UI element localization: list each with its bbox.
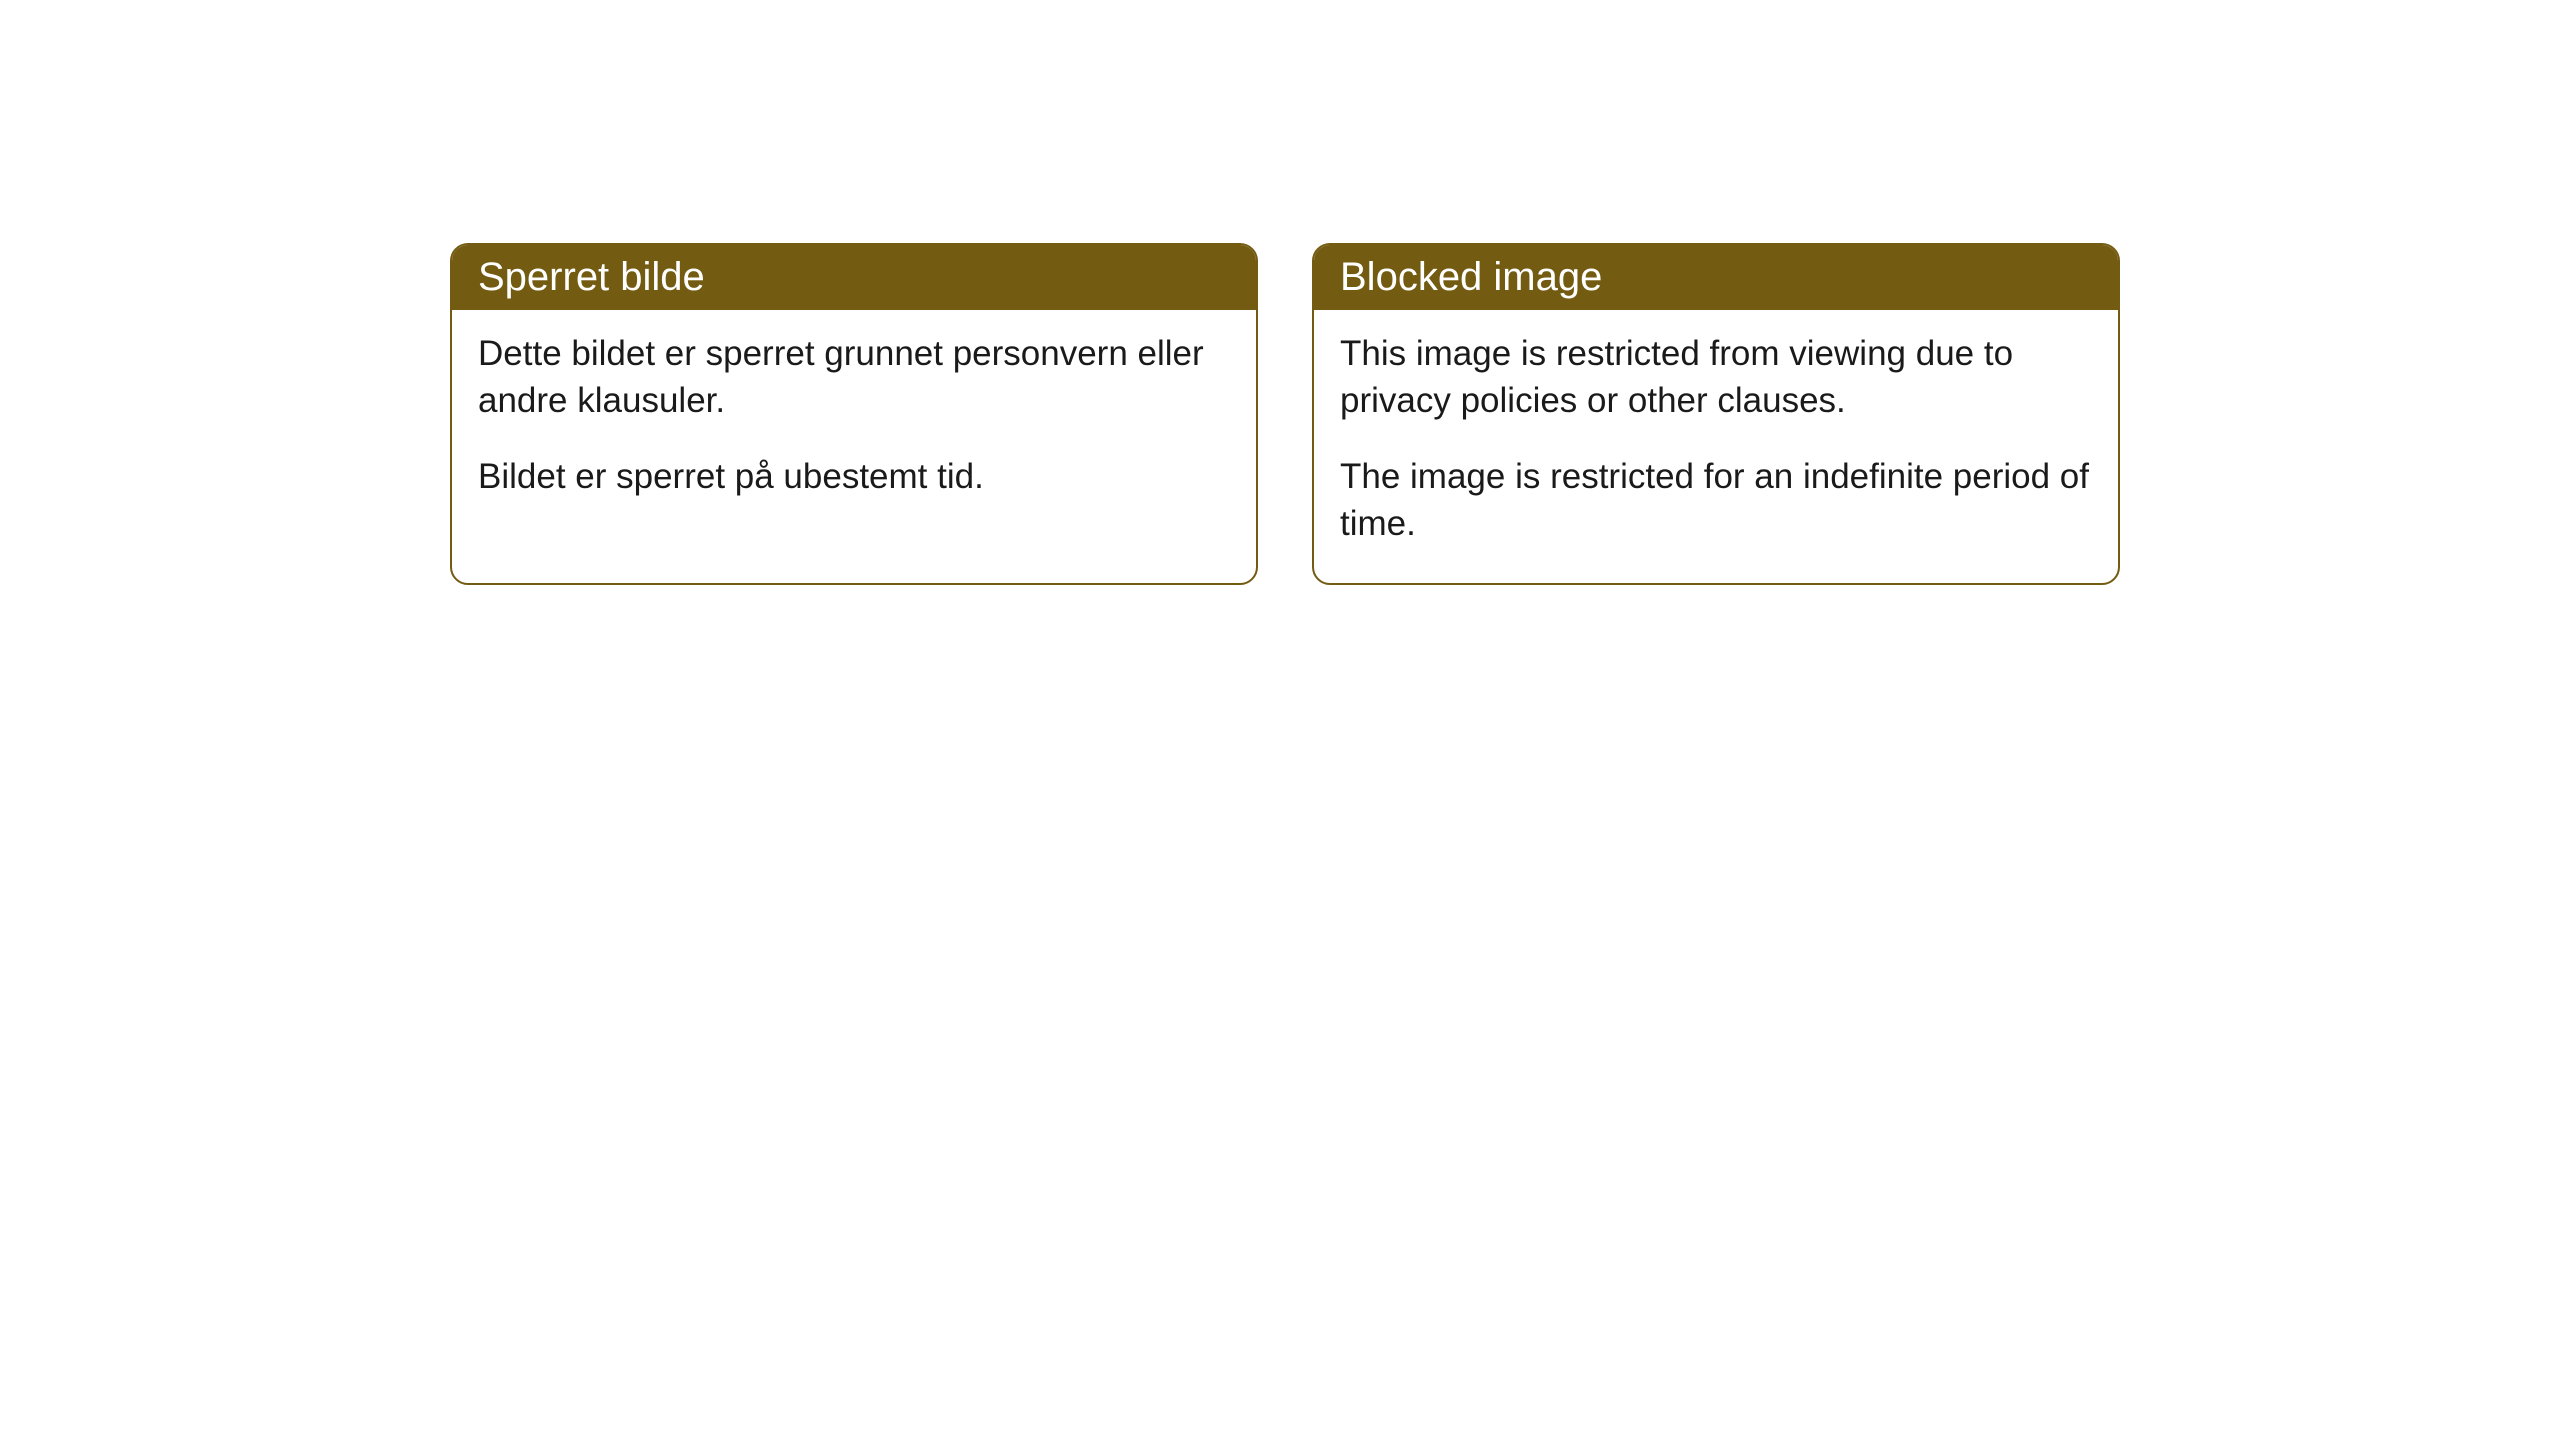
card-body-english: This image is restricted from viewing du… bbox=[1314, 310, 2118, 583]
card-paragraph-2: Bildet er sperret på ubestemt tid. bbox=[478, 453, 1230, 500]
card-header-norwegian: Sperret bilde bbox=[452, 245, 1256, 310]
blocked-image-card-english: Blocked image This image is restricted f… bbox=[1312, 243, 2120, 585]
blocked-image-card-norwegian: Sperret bilde Dette bildet er sperret gr… bbox=[450, 243, 1258, 585]
notice-cards-container: Sperret bilde Dette bildet er sperret gr… bbox=[450, 243, 2120, 585]
card-paragraph-1: Dette bildet er sperret grunnet personve… bbox=[478, 330, 1230, 425]
card-paragraph-1: This image is restricted from viewing du… bbox=[1340, 330, 2092, 425]
card-header-english: Blocked image bbox=[1314, 245, 2118, 310]
card-body-norwegian: Dette bildet er sperret grunnet personve… bbox=[452, 310, 1256, 536]
card-title: Sperret bilde bbox=[478, 255, 705, 299]
card-paragraph-2: The image is restricted for an indefinit… bbox=[1340, 453, 2092, 548]
card-title: Blocked image bbox=[1340, 255, 1602, 299]
